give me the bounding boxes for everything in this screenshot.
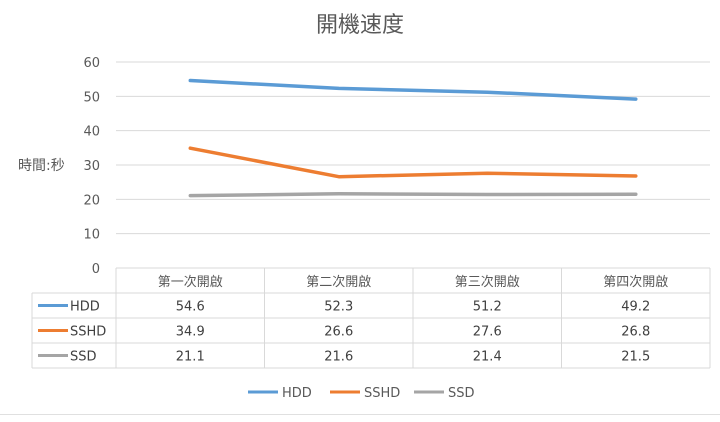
table-series-name: SSD	[70, 350, 97, 365]
y-axis-label: 時間:秒	[18, 158, 65, 174]
series-line-hdd	[188, 78, 638, 101]
bottom-divider	[0, 414, 720, 415]
legend-label: HDD	[282, 386, 312, 401]
data-value-label: 26.6	[324, 325, 353, 340]
y-tick-label: 0	[92, 262, 100, 277]
data-value-label: 21.4	[473, 350, 502, 365]
data-value-label: 52.3	[324, 300, 353, 315]
series-line-ssd	[188, 192, 638, 198]
data-value-label: 49.2	[621, 300, 650, 315]
table-series-name: HDD	[70, 300, 100, 315]
data-value-label: 51.2	[473, 300, 502, 315]
legend-label: SSD	[448, 386, 475, 401]
data-value-label: 21.5	[621, 350, 650, 365]
data-value-label: 54.6	[176, 300, 205, 315]
data-value-label: 34.9	[176, 325, 205, 340]
x-category-label: 第二次開啟	[306, 274, 371, 290]
table-series-name: SSHD	[70, 325, 106, 340]
x-category-label: 第四次開啟	[603, 274, 668, 290]
y-tick-label: 60	[83, 56, 100, 71]
data-value-label: 21.6	[324, 350, 353, 365]
x-category-label: 第三次開啟	[455, 274, 520, 290]
data-value-label: 21.1	[176, 350, 205, 365]
chart-title: 開機速度	[316, 13, 404, 38]
data-value-label: 27.6	[473, 325, 502, 340]
data-value-label: 26.8	[621, 325, 650, 340]
x-category-label: 第一次開啟	[158, 274, 223, 290]
legend-label: SSHD	[364, 386, 400, 401]
y-tick-label: 30	[83, 159, 100, 174]
y-tick-label: 50	[83, 90, 100, 105]
series-line-sshd	[188, 146, 638, 179]
y-tick-label: 20	[83, 193, 100, 208]
y-tick-label: 40	[83, 125, 100, 140]
y-tick-label: 10	[83, 228, 100, 243]
